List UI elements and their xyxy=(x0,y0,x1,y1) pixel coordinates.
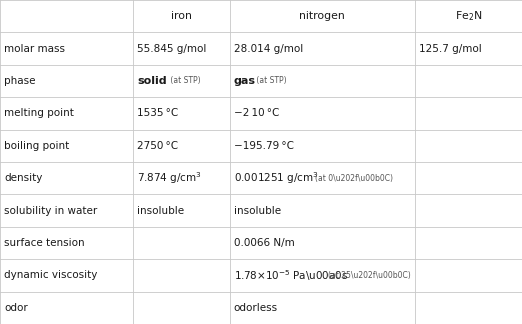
Text: solubility in water: solubility in water xyxy=(4,206,98,215)
Text: −2 10 °C: −2 10 °C xyxy=(234,109,279,118)
Text: boiling point: boiling point xyxy=(4,141,69,151)
Text: 1535 °C: 1535 °C xyxy=(137,109,179,118)
Text: molar mass: molar mass xyxy=(4,44,65,53)
Text: (at STP): (at STP) xyxy=(254,76,286,86)
Text: odor: odor xyxy=(4,303,28,313)
Text: 1.78$\times$10$^{-5}$ Pa\u00a0s: 1.78$\times$10$^{-5}$ Pa\u00a0s xyxy=(234,268,348,283)
Text: (at STP): (at STP) xyxy=(168,76,200,86)
Text: solid: solid xyxy=(137,76,167,86)
Text: −195.79 °C: −195.79 °C xyxy=(234,141,294,151)
Text: insoluble: insoluble xyxy=(137,206,184,215)
Text: iron: iron xyxy=(171,11,192,21)
Text: 0.0066 N/m: 0.0066 N/m xyxy=(234,238,294,248)
Text: insoluble: insoluble xyxy=(234,206,281,215)
Text: 125.7 g/mol: 125.7 g/mol xyxy=(419,44,482,53)
Text: dynamic viscosity: dynamic viscosity xyxy=(4,271,98,280)
Text: nitrogen: nitrogen xyxy=(300,11,345,21)
Text: 7.874 g/cm$^3$: 7.874 g/cm$^3$ xyxy=(137,170,202,186)
Text: density: density xyxy=(4,173,43,183)
Text: melting point: melting point xyxy=(4,109,74,118)
Text: (at 0\u202f\u00b0C): (at 0\u202f\u00b0C) xyxy=(315,174,393,183)
Text: surface tension: surface tension xyxy=(4,238,85,248)
Text: odorless: odorless xyxy=(234,303,278,313)
Text: 0.001251 g/cm$^3$: 0.001251 g/cm$^3$ xyxy=(234,170,319,186)
Text: 2750 °C: 2750 °C xyxy=(137,141,179,151)
Text: (at 25\u202f\u00b0C): (at 25\u202f\u00b0C) xyxy=(328,271,411,280)
Text: phase: phase xyxy=(4,76,35,86)
Text: 55.845 g/mol: 55.845 g/mol xyxy=(137,44,207,53)
Text: Fe$_2$N: Fe$_2$N xyxy=(455,9,482,23)
Text: 28.014 g/mol: 28.014 g/mol xyxy=(234,44,303,53)
Text: gas: gas xyxy=(234,76,256,86)
